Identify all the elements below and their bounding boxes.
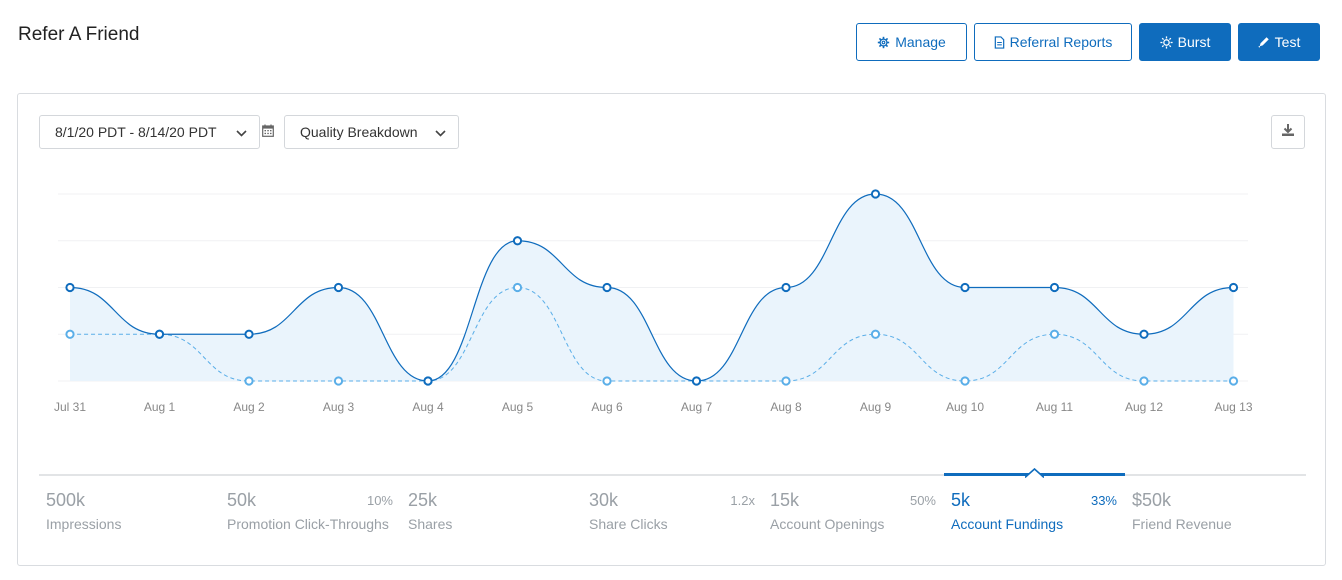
date-range-value: 8/1/20 PDT - 8/14/20 PDT bbox=[55, 124, 217, 140]
x-tick-label: Aug 11 bbox=[1036, 400, 1073, 414]
caret-up-icon bbox=[1024, 465, 1045, 483]
x-tick-label: Aug 13 bbox=[1214, 400, 1252, 414]
download-button[interactable] bbox=[1271, 115, 1305, 149]
x-tick-label: Aug 10 bbox=[946, 400, 984, 414]
metric-label: Shares bbox=[408, 516, 453, 532]
data-point-secondary bbox=[960, 376, 970, 386]
metric-value: $50k bbox=[1132, 490, 1172, 510]
chevron-down-icon bbox=[236, 124, 247, 140]
burst-button[interactable]: Burst bbox=[1139, 23, 1231, 61]
data-point-secondary bbox=[1228, 376, 1239, 386]
series-area bbox=[70, 194, 1234, 381]
x-tick-label: Aug 2 bbox=[233, 400, 265, 414]
metric-percent: 33% bbox=[1090, 493, 1117, 508]
data-point-secondary bbox=[512, 282, 523, 293]
metric-value: 25k bbox=[408, 490, 438, 510]
metric-label: Promotion Click-Throughs bbox=[227, 516, 389, 532]
page-title: Refer A Friend bbox=[18, 24, 140, 45]
metric-tile[interactable]: 50k 10% Promotion Click-Throughs bbox=[220, 474, 401, 544]
breakdown-select[interactable]: Quality Breakdown bbox=[284, 115, 459, 149]
series-line-solid bbox=[69, 193, 1234, 382]
metric-value: 15k bbox=[770, 490, 800, 510]
data-point-primary bbox=[512, 236, 523, 246]
data-point-secondary bbox=[1049, 329, 1060, 339]
analytics-card: 8/1/20 PDT - 8/14/20 PDT Quality Breakdo… bbox=[17, 93, 1326, 566]
metrics-bar: 500k Impressions 50k 10% Promotion Click-Thr… bbox=[39, 467, 1306, 544]
data-point-primary bbox=[870, 189, 881, 199]
metric-value: 5k bbox=[951, 490, 971, 510]
x-tick-label: Aug 4 bbox=[412, 400, 444, 414]
sun-icon bbox=[1160, 35, 1173, 49]
x-tick-label: Aug 5 bbox=[502, 400, 534, 414]
data-point-secondary bbox=[65, 329, 75, 339]
data-point-secondary bbox=[870, 329, 881, 339]
manage-button[interactable]: Manage bbox=[856, 23, 967, 61]
data-point-primary bbox=[781, 282, 791, 293]
metric-label: Friend Revenue bbox=[1132, 516, 1232, 532]
data-point-primary bbox=[154, 329, 165, 339]
data-point-primary bbox=[423, 376, 433, 386]
metric-tile[interactable]: 25k Shares bbox=[401, 474, 582, 544]
x-tick-label: Aug 6 bbox=[591, 400, 623, 414]
test-label: Test bbox=[1274, 34, 1301, 50]
data-point-secondary bbox=[602, 376, 612, 386]
metric-label: Share Clicks bbox=[589, 516, 668, 532]
chevron-down-icon bbox=[435, 124, 446, 140]
metric-tile[interactable]: 5k 33% Account Fundings bbox=[944, 467, 1125, 544]
date-range-select[interactable]: 8/1/20 PDT - 8/14/20 PDT bbox=[39, 115, 260, 149]
data-point-primary bbox=[1049, 282, 1060, 293]
data-point-secondary bbox=[781, 376, 791, 386]
download-icon bbox=[1281, 123, 1295, 142]
metric-percent: 50% bbox=[909, 493, 936, 508]
x-tick-label: Aug 8 bbox=[770, 400, 802, 414]
x-tick-label: Aug 3 bbox=[323, 400, 355, 414]
metric-value: 500k bbox=[46, 490, 86, 510]
data-point-primary bbox=[602, 282, 612, 293]
data-point-secondary bbox=[1139, 376, 1149, 386]
referral-reports-label: Referral Reports bbox=[1009, 34, 1113, 50]
x-tick-label: Aug 12 bbox=[1125, 400, 1163, 414]
manage-label: Manage bbox=[895, 34, 946, 50]
data-point-primary bbox=[244, 329, 254, 339]
metric-percent: 10% bbox=[366, 493, 393, 508]
data-point-secondary bbox=[333, 376, 344, 386]
metric-label: Impressions bbox=[46, 516, 122, 532]
calendar-icon[interactable] bbox=[262, 124, 274, 142]
data-point-primary bbox=[1139, 329, 1149, 339]
metric-label: Account Fundings bbox=[951, 516, 1064, 532]
data-point-primary bbox=[960, 282, 970, 293]
metric-tile[interactable]: 30k 1.2x Share Clicks bbox=[582, 474, 763, 544]
document-icon bbox=[994, 35, 1005, 49]
test-button[interactable]: Test bbox=[1238, 23, 1320, 61]
data-point-primary bbox=[65, 282, 75, 293]
pencil-icon bbox=[1258, 36, 1270, 48]
metric-tile[interactable]: $50k Friend Revenue bbox=[1125, 474, 1306, 544]
metric-value: 30k bbox=[589, 490, 619, 510]
data-point-primary bbox=[333, 282, 344, 293]
line-chart: Jul 31 Aug 1 Aug 2 Aug 3 Aug 4 Aug 5 Aug 6 Aug … bbox=[54, 189, 1253, 414]
data-point-secondary bbox=[244, 376, 254, 386]
metric-tile[interactable]: 500k Impressions bbox=[39, 474, 220, 544]
metric-tile[interactable]: 15k 50% Account Openings bbox=[763, 474, 944, 544]
referral-reports-button[interactable]: Referral Reports bbox=[974, 23, 1132, 61]
metric-value: 50k bbox=[227, 490, 257, 510]
x-tick-label: Aug 9 bbox=[860, 400, 892, 414]
gear-icon bbox=[877, 36, 890, 49]
x-tick-label: Aug 7 bbox=[681, 400, 713, 414]
breakdown-value: Quality Breakdown bbox=[300, 124, 418, 140]
metric-label: Account Openings bbox=[770, 516, 885, 532]
metric-percent: 1.2x bbox=[730, 493, 755, 508]
metrics-divider bbox=[39, 474, 1306, 476]
burst-label: Burst bbox=[1177, 34, 1211, 50]
x-tick-label: Aug 1 bbox=[144, 400, 176, 414]
data-point-primary bbox=[691, 376, 702, 386]
x-tick-label: Jul 31 bbox=[54, 400, 86, 414]
data-point-primary bbox=[1228, 282, 1239, 293]
